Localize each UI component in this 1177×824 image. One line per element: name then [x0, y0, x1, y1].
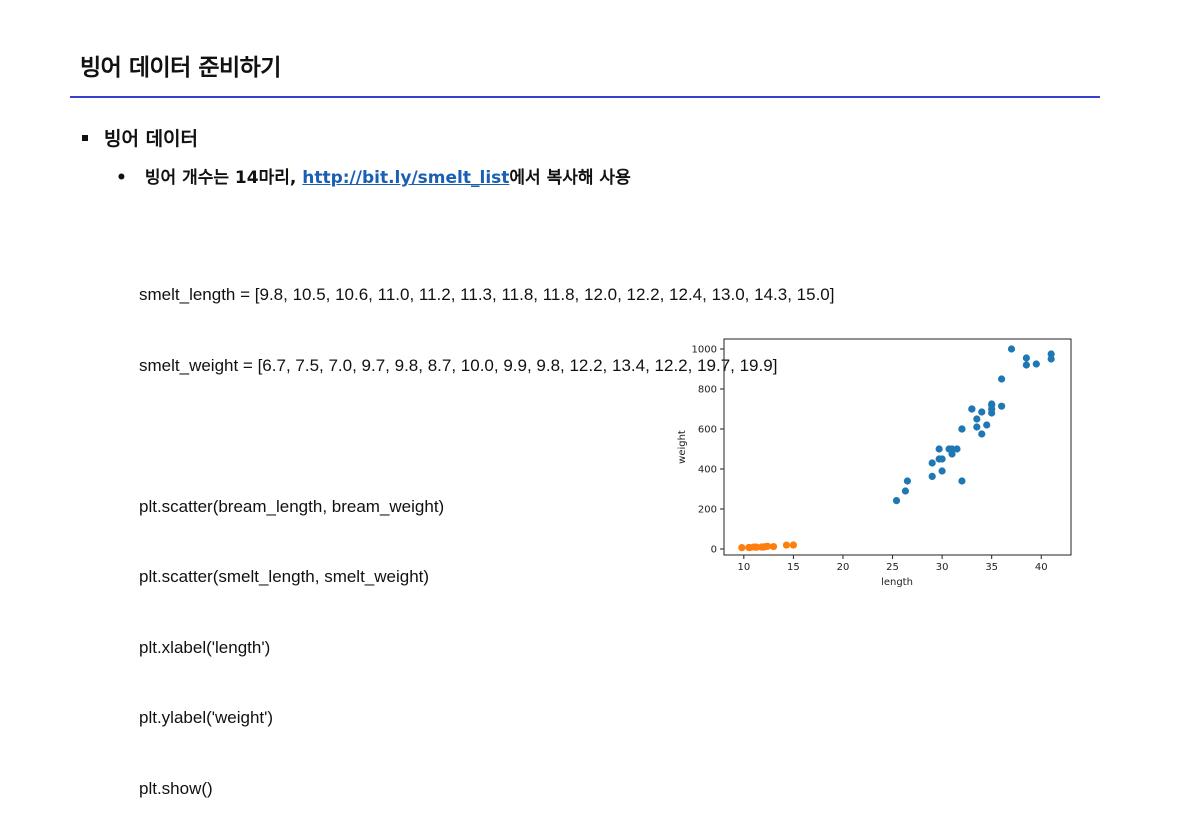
bream-point [988, 401, 996, 409]
code-line: smelt_length = [9.8, 10.5, 10.6, 11.0, 1… [139, 285, 835, 304]
x-tick-label: 40 [1035, 562, 1048, 573]
bream-point [938, 455, 946, 463]
bream-point [938, 467, 946, 475]
bream-point [948, 445, 956, 453]
smelt-list-link[interactable]: http://bit.ly/smelt_list [302, 168, 510, 188]
x-tick-label: 15 [787, 562, 800, 573]
y-tick-label: 0 [711, 545, 717, 556]
bream-point [1022, 361, 1030, 369]
code-line: plt.scatter(smelt_length, smelt_weight) [139, 567, 430, 586]
y-tick-label: 200 [698, 505, 717, 516]
bream-point [958, 477, 966, 485]
bullet2-suffix: 에서 복사해 사용 [509, 168, 631, 188]
y-tick-label: 400 [698, 465, 717, 476]
bullet-level1-text: 빙어 데이터 [104, 128, 199, 150]
bream-point [973, 423, 981, 431]
bream-point [892, 497, 901, 505]
x-axis-label: length [881, 577, 913, 588]
x-tick-label: 30 [936, 562, 949, 573]
bream-point [998, 402, 1006, 410]
code-line: plt.ylabel('weight') [139, 708, 274, 727]
smelt-point [769, 542, 778, 551]
code-line: plt.scatter(bream_length, bream_weight) [139, 496, 445, 516]
bullet-level2: • 빙어 개수는 14마리, http://bit.ly/smelt_list에서… [116, 163, 631, 188]
y-axis-label: weight [677, 430, 688, 464]
smelt-point [782, 541, 791, 549]
bream-point [953, 445, 961, 453]
bream-point [968, 405, 976, 413]
y-tick-label: 800 [698, 385, 717, 396]
bream-point [1022, 354, 1030, 362]
bream-point [978, 408, 986, 416]
bream-point [978, 430, 986, 438]
bream-point [973, 415, 981, 423]
x-tick-label: 10 [737, 562, 750, 573]
code-line: plt.show() [139, 778, 213, 798]
bullet2-prefix: 빙어 개수는 14마리, [144, 168, 303, 188]
bream-point [928, 459, 936, 467]
square-bullet-icon [82, 134, 88, 141]
bream-point [903, 477, 912, 485]
bream-point [1047, 355, 1055, 363]
smelt-point [789, 541, 797, 549]
bream-point [958, 425, 966, 433]
title-divider [70, 96, 1100, 98]
plot-area-frame [723, 338, 1072, 556]
bream-point [948, 450, 956, 458]
bream-point [1007, 345, 1016, 353]
bream-point [998, 375, 1006, 383]
bream-point [983, 421, 991, 429]
x-tick-label: 25 [886, 562, 899, 573]
bream-point [935, 445, 943, 453]
code-line: plt.xlabel('length') [139, 637, 271, 657]
bream-point [1047, 350, 1055, 358]
y-tick-label: 600 [698, 425, 717, 436]
bullet-level1: 빙어 데이터 [82, 124, 198, 151]
slide-title: 빙어 데이터 준비하기 [80, 55, 281, 81]
bream-point [1032, 360, 1040, 368]
dot-bullet-icon: • [116, 168, 127, 188]
y-tick-label: 1000 [692, 345, 717, 356]
bream-point [928, 472, 936, 480]
x-tick-label: 20 [837, 562, 850, 573]
smelt-point [764, 542, 772, 550]
smelt-point [738, 544, 746, 552]
bream-point [901, 487, 910, 495]
code-line: smelt_weight = [6.7, 7.5, 7.0, 9.7, 9.8,… [139, 355, 778, 375]
x-tick-label: 35 [985, 562, 998, 573]
